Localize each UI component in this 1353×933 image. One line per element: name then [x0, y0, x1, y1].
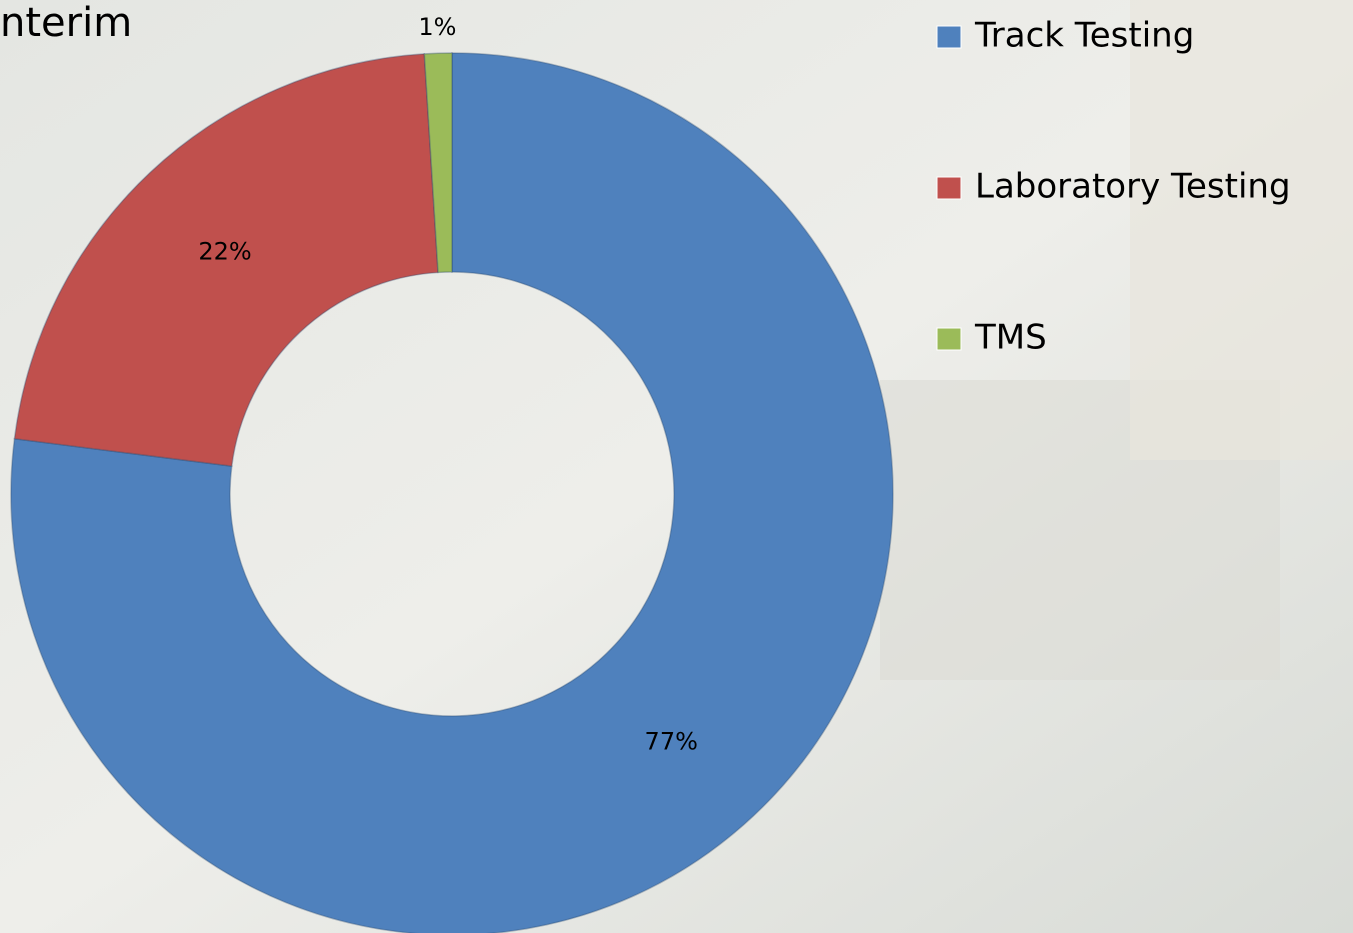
page: {"chart_data": {"type": "donut", "title"… — [0, 0, 1353, 933]
chart: nterim 77% 22% 1% Track Testing Laboratory T… — [0, 0, 1353, 933]
data-label: 1% — [418, 13, 456, 41]
legend-swatch — [937, 328, 961, 350]
chart-title: nterim — [0, 0, 132, 46]
data-label: 22% — [198, 237, 251, 265]
legend-label: Track Testing — [974, 16, 1194, 56]
legend-label: TMS — [974, 318, 1047, 358]
background-shape — [1130, 0, 1353, 460]
legend-swatch — [937, 26, 961, 48]
legend-swatch — [937, 177, 961, 199]
legend-label: Laboratory Testing — [975, 167, 1291, 207]
data-label: 77% — [645, 728, 698, 756]
